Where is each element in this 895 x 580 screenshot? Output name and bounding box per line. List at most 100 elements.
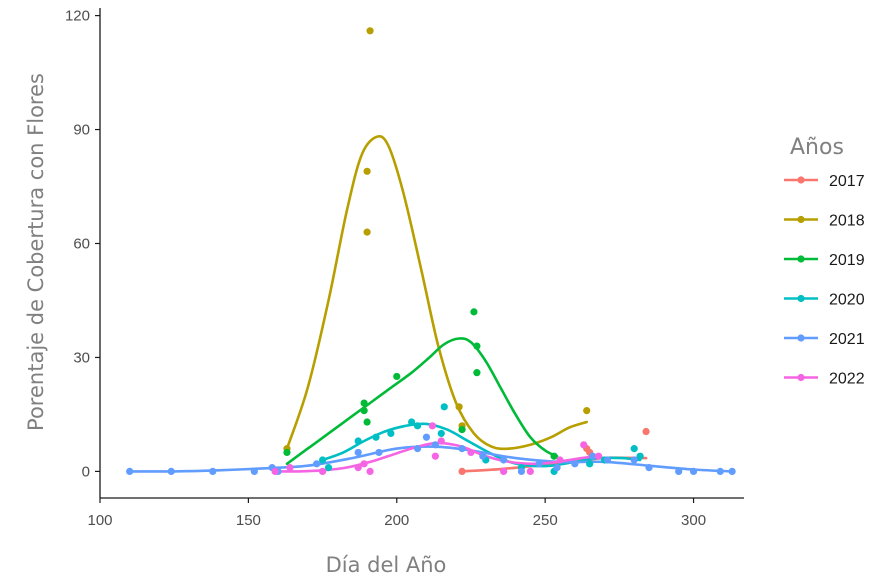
legend-key-point-2019 [797, 255, 805, 263]
legend-label-2021: 2021 [829, 331, 865, 348]
legend-title: Años [790, 135, 844, 160]
data-point-2022 [366, 467, 374, 476]
data-point-2020 [408, 418, 416, 426]
data-point-2021 [603, 456, 612, 464]
legend-key-point-2017 [797, 176, 805, 184]
data-point-2017 [458, 467, 466, 476]
data-point-2022 [431, 452, 439, 460]
data-point-2022 [556, 456, 564, 464]
y-tick-label: 120 [65, 8, 90, 25]
data-point-2021 [413, 445, 422, 453]
data-point-2022 [318, 467, 327, 476]
data-point-2021 [645, 464, 653, 472]
y-tick-label: 90 [73, 122, 90, 139]
data-point-2021 [535, 460, 543, 468]
data-point-2020 [630, 445, 638, 453]
data-point-2020 [354, 437, 362, 445]
data-point-2019 [283, 448, 291, 457]
data-point-2021 [313, 460, 321, 468]
data-point-2019 [550, 452, 558, 460]
axes [99, 8, 744, 499]
ticks: 100 150 200 250 300 0 30 60 90 120 [65, 8, 706, 529]
data-point-2022 [594, 452, 603, 460]
data-point-2019 [393, 372, 401, 381]
data-point-2021 [553, 464, 561, 472]
x-tick-label: 200 [384, 512, 409, 529]
legend-label-2022: 2022 [829, 371, 865, 388]
data-point-2019 [360, 407, 368, 415]
data-point-2022 [354, 464, 362, 472]
data-point-2022 [360, 460, 368, 468]
data-point-2021 [431, 441, 439, 449]
smooth-line-2018 [285, 134, 588, 451]
data-point-2020 [440, 403, 448, 411]
data-point-2020 [437, 429, 445, 438]
data-point-2022 [500, 467, 508, 476]
data-point-2019 [458, 426, 466, 434]
data-point-2021 [675, 467, 683, 476]
data-point-2019 [470, 308, 478, 316]
data-point-2021 [589, 452, 597, 460]
legend-label-2017: 2017 [829, 173, 865, 190]
data-point-2020 [372, 433, 380, 441]
smooth-line-2019 [285, 337, 559, 466]
data-point-2021 [630, 456, 638, 464]
data-point-2020 [413, 422, 422, 430]
data-point-2018 [455, 403, 463, 411]
data-point-2021 [571, 460, 579, 468]
data-point-2019 [473, 369, 481, 377]
y-tick-label: 0 [82, 463, 90, 480]
data-point-2022 [271, 467, 279, 476]
data-point-2018 [363, 228, 371, 236]
y-tick-label: 30 [73, 349, 90, 366]
data-point-2019 [473, 342, 481, 350]
data-point-2018 [366, 27, 374, 35]
data-point-2021 [500, 456, 508, 464]
data-point-2019 [363, 418, 371, 426]
legend-key-point-2020 [797, 294, 805, 303]
data-point-2020 [324, 464, 333, 472]
data-point-2021 [354, 448, 362, 457]
legend-label-2019: 2019 [829, 252, 865, 269]
data-point-2022 [580, 441, 588, 449]
legend-key-point-2018 [797, 215, 805, 224]
x-axis-title: Día del Año [326, 553, 447, 577]
legend-label-2020: 2020 [829, 292, 865, 309]
data-point-2021 [375, 448, 383, 457]
data-point-2022 [286, 464, 294, 472]
data-point-2017 [642, 427, 650, 436]
data-point-2021 [728, 467, 736, 476]
data-point-2021 [422, 433, 431, 441]
x-tick-label: 100 [87, 512, 112, 529]
data-point-2021 [689, 467, 698, 476]
x-tick-label: 150 [236, 512, 261, 529]
x-tick-label: 250 [533, 512, 558, 529]
data-points [126, 27, 736, 476]
data-point-2020 [636, 452, 644, 460]
data-point-2021 [167, 467, 175, 476]
data-point-2021 [479, 452, 487, 460]
data-point-2019 [360, 399, 368, 407]
data-point-2022 [526, 467, 534, 476]
smooth-lines [128, 134, 734, 473]
data-point-2021 [126, 467, 134, 476]
data-point-2022 [437, 437, 445, 445]
legend-key-point-2022 [797, 373, 805, 382]
legend-key-point-2021 [797, 334, 805, 342]
legend: Años 2017 2018 2019 2020 2021 2022 [784, 135, 865, 388]
data-point-2022 [428, 422, 436, 430]
legend-label-2018: 2018 [829, 213, 865, 230]
data-point-2020 [586, 460, 594, 468]
data-point-2022 [467, 448, 475, 457]
data-point-2021 [517, 467, 526, 476]
data-point-2021 [209, 467, 217, 476]
data-point-2021 [458, 445, 466, 453]
x-tick-label: 300 [681, 512, 706, 529]
data-point-2020 [318, 456, 327, 464]
data-point-2018 [583, 407, 591, 415]
data-point-2020 [387, 429, 395, 438]
y-tick-label: 60 [73, 236, 90, 253]
data-point-2018 [363, 167, 371, 175]
y-axis-title: Porentaje de Cobertura con Flores [24, 73, 48, 431]
